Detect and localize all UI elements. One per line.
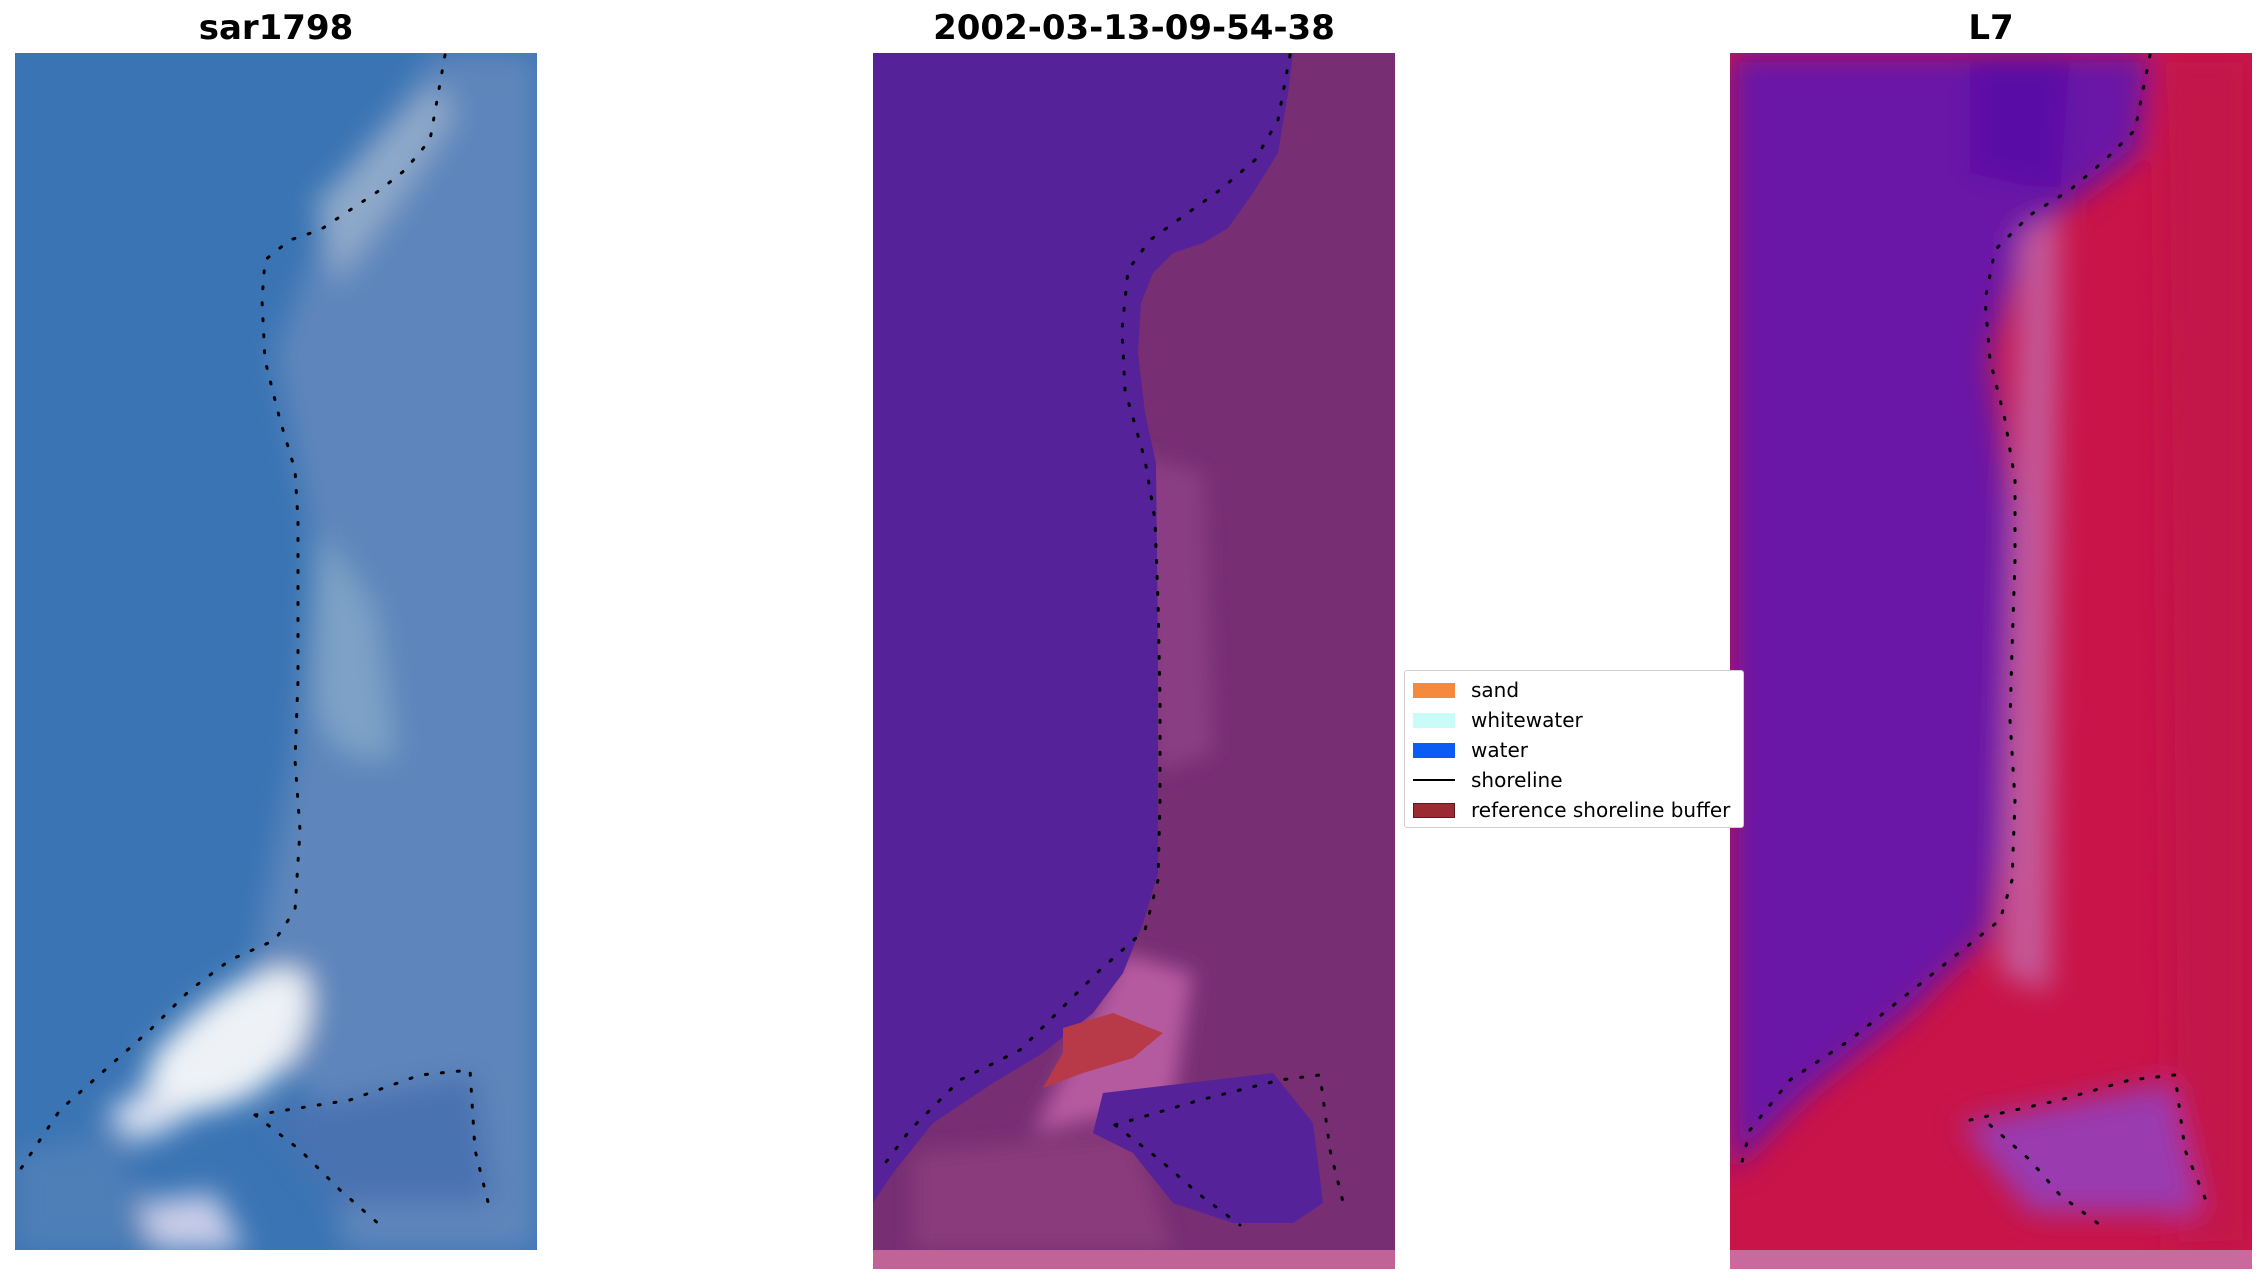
legend-swatch-whitewater <box>1413 712 1455 728</box>
legend-item-reference-buffer: reference shoreline buffer <box>1413 795 1730 825</box>
rgb-image-panel <box>15 53 537 1250</box>
legend-swatch-sand <box>1413 682 1455 698</box>
legend-label: whitewater <box>1471 708 1583 732</box>
legend-label: sand <box>1471 678 1520 702</box>
panel-title-l7: L7 <box>1968 8 2014 48</box>
shoreline-panel-3-lagoon <box>1968 1073 2212 1212</box>
shoreline-panel-2-lagoon-b <box>1113 1123 1242 1227</box>
legend-swatch-reference-buffer <box>1413 802 1455 818</box>
legend: sand whitewater water shoreline referenc… <box>1404 670 1744 828</box>
panel-title-date: 2002-03-13-09-54-38 <box>933 8 1335 48</box>
legend-swatch-shoreline <box>1413 779 1455 781</box>
legend-label: shoreline <box>1471 768 1563 792</box>
legend-item-water: water <box>1413 735 1528 765</box>
shoreline-panel-1-lagoon <box>253 1068 492 1212</box>
legend-swatch-water <box>1413 742 1455 758</box>
shoreline-panel-2 <box>878 53 1292 1172</box>
panel-title-sar: sar1798 <box>198 8 354 48</box>
shoreline-panel-1 <box>18 53 447 1172</box>
legend-label: reference shoreline buffer <box>1471 798 1731 822</box>
legend-item-shoreline: shoreline <box>1413 765 1563 795</box>
legend-label: water <box>1471 738 1528 762</box>
shoreline-panel-3-lagoon-b <box>1988 1123 2102 1227</box>
legend-item-sand: sand <box>1413 675 1519 705</box>
shoreline-panel-1-lagoon-b <box>253 1113 382 1227</box>
shoreline-panel-2-lagoon <box>1113 1073 1347 1212</box>
classification-panel <box>873 53 1395 1269</box>
l7-falsecolor-panel <box>1730 53 2252 1269</box>
shoreline-panel-3 <box>1738 53 2152 1172</box>
legend-item-whitewater: whitewater <box>1413 705 1583 735</box>
